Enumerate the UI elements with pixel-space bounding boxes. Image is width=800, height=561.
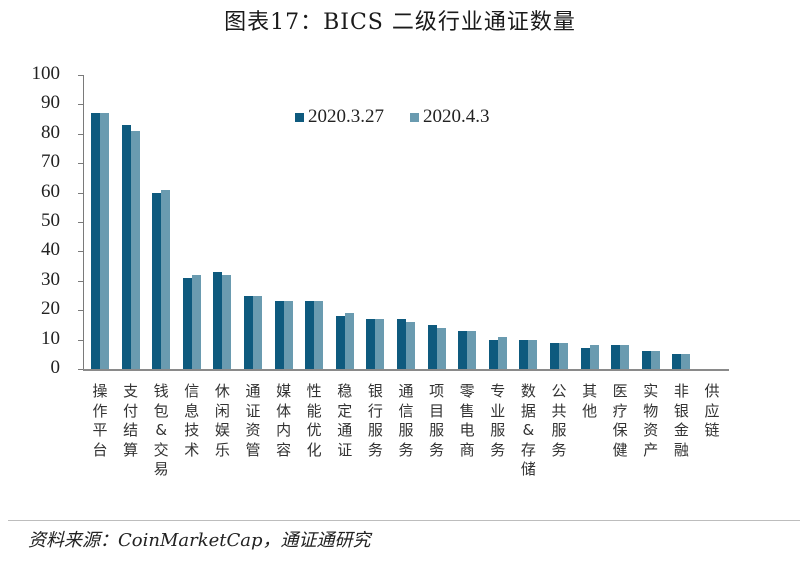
y-tick-label: 40 <box>41 239 60 261</box>
bar-series-1 <box>436 327 446 369</box>
bar-series-0 <box>274 301 284 369</box>
legend-swatch-icon <box>410 112 419 122</box>
bar-series-1 <box>161 189 171 369</box>
legend-item-series-1: 2020.4.3 <box>410 106 490 128</box>
source-note: 资料来源：CoinMarketCap，通证通研究 <box>28 530 371 551</box>
bar-series-1 <box>589 345 599 369</box>
bar-series-1 <box>130 130 140 369</box>
bar-series-0 <box>672 354 682 369</box>
bar-series-0 <box>244 295 253 369</box>
x-tick-label: 银 行 服 务 <box>367 382 383 459</box>
y-tick-mark <box>78 369 83 370</box>
y-tick-label: 20 <box>41 298 60 320</box>
x-tick-label: 休 闲 娱 乐 <box>214 382 230 459</box>
bar-series-1 <box>191 274 201 369</box>
bar-series-0 <box>427 324 437 369</box>
y-tick-label: 60 <box>41 180 60 202</box>
x-tick-label: 通 证 资 管 <box>245 382 261 459</box>
y-tick-label: 80 <box>41 121 60 143</box>
x-tick-label: 医 疗 保 健 <box>612 382 628 459</box>
bar-series-1 <box>222 274 232 369</box>
bar-series-1 <box>467 330 477 369</box>
bar-series-1 <box>528 339 538 369</box>
bar-series-0 <box>458 330 468 369</box>
bar-series-1 <box>650 351 660 369</box>
x-tick-label: 实 物 资 产 <box>643 382 659 459</box>
y-tick-mark <box>78 104 83 106</box>
y-tick-label: 0 <box>50 357 61 378</box>
bar-series-1 <box>100 113 109 369</box>
x-tick-label: 其 他 <box>582 382 598 420</box>
y-tick-label: 50 <box>41 210 60 231</box>
bar-series-0 <box>488 339 498 369</box>
bar-series-0 <box>397 319 406 369</box>
x-tick-label: 专 业 服 务 <box>490 382 506 459</box>
footer-divider <box>8 520 800 521</box>
bar-series-0 <box>152 192 162 369</box>
y-tick-mark <box>78 280 83 282</box>
y-tick-mark <box>78 310 83 312</box>
legend: 2020.3.27 2020.4.3 <box>295 106 516 128</box>
legend-label: 2020.3.27 <box>308 106 384 127</box>
y-tick-mark <box>78 339 83 341</box>
x-tick-label: 通 信 服 务 <box>398 382 414 459</box>
bar-series-0 <box>519 339 529 369</box>
x-tick-label: 支 付 结 算 <box>123 382 139 459</box>
bar-series-0 <box>366 319 376 369</box>
bar-series-0 <box>335 316 345 369</box>
legend-swatch-icon <box>295 112 304 122</box>
bar-series-1 <box>620 345 630 369</box>
bar-series-0 <box>580 348 590 369</box>
y-tick-label: 70 <box>41 151 60 173</box>
x-tick-label: 稳 定 通 证 <box>337 382 353 459</box>
bar-series-0 <box>305 301 315 369</box>
bar-series-1 <box>497 336 507 369</box>
y-tick-label: 30 <box>41 268 60 290</box>
x-tick-label: 项 目 服 务 <box>429 382 445 459</box>
x-tick-label: 钱 包 & 交 易 <box>153 382 169 478</box>
x-tick-label: 零 售 电 商 <box>459 382 475 459</box>
x-tick-label: 媒 体 内 容 <box>276 382 292 459</box>
x-tick-label: 性 能 优 化 <box>306 382 322 459</box>
bar-series-0 <box>641 351 651 369</box>
bar-series-1 <box>283 301 293 369</box>
bar-series-1 <box>375 319 385 369</box>
x-tick-label: 供 应 链 <box>704 382 720 439</box>
bar-series-0 <box>550 342 559 369</box>
y-axis-line <box>83 75 84 370</box>
bar-series-0 <box>91 113 100 369</box>
bar-series-1 <box>344 313 354 369</box>
bar-series-0 <box>121 124 131 369</box>
x-tick-label: 非 银 金 融 <box>673 382 689 459</box>
x-axis-line <box>83 369 729 371</box>
bar-series-1 <box>406 321 415 369</box>
x-tick-label: 公 共 服 务 <box>551 382 567 459</box>
x-tick-label: 信 息 技 术 <box>184 382 200 459</box>
bar-series-1 <box>681 354 691 369</box>
bar-series-0 <box>213 271 223 369</box>
legend-label: 2020.4.3 <box>423 106 490 127</box>
y-tick-label: 10 <box>41 327 60 349</box>
x-tick-label: 数 据 & 存 储 <box>520 382 536 478</box>
x-tick-label: 操 作 平 台 <box>92 382 108 459</box>
y-tick-mark <box>78 133 83 135</box>
chart-title: 图表17：BICS 二级行业通证数量 <box>224 10 576 35</box>
y-tick-mark <box>78 75 83 76</box>
y-tick-label: 100 <box>31 63 61 84</box>
bar-chart: 0 10 20 30 40 50 60 70 80 90 100 操 作 平 台支 付 结 算钱 包… <box>31 63 729 478</box>
y-tick-mark <box>78 192 83 194</box>
y-tick-mark <box>78 251 83 253</box>
legend-item-series-0: 2020.3.27 <box>295 106 384 128</box>
bar-series-0 <box>611 345 621 369</box>
bar-series-1 <box>314 301 324 369</box>
y-tick-mark <box>78 163 83 165</box>
bar-series-0 <box>182 277 192 369</box>
bar-series-1 <box>559 342 568 369</box>
bar-series-1 <box>253 295 262 369</box>
y-tick-label: 90 <box>41 92 60 114</box>
y-tick-mark <box>78 222 83 223</box>
